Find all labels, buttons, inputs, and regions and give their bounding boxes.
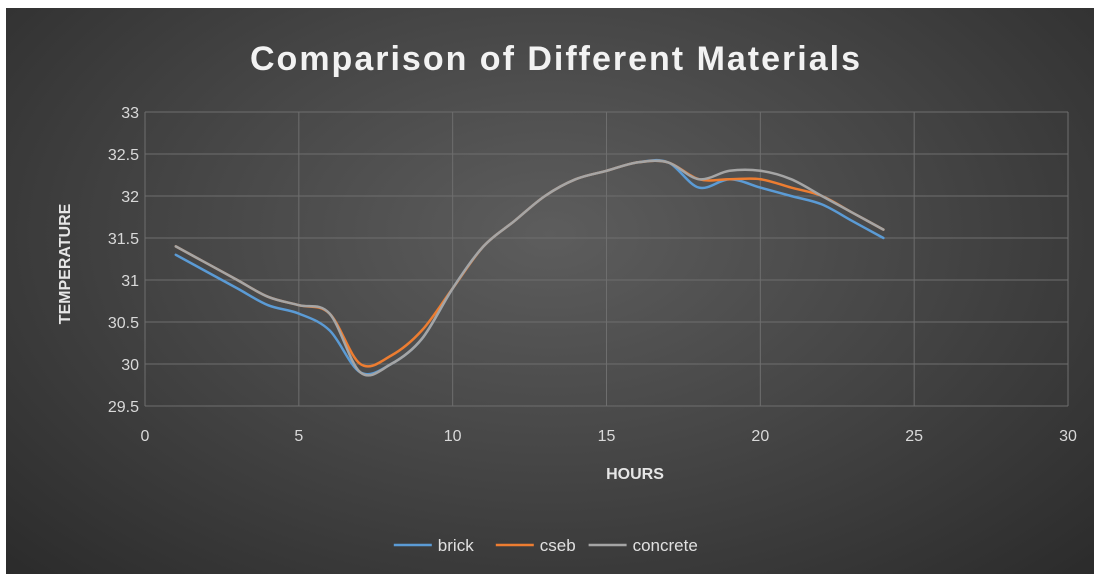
y-tick-label: 30: [121, 357, 139, 374]
chart-title: Comparison of Different Materials: [250, 40, 862, 78]
x-tick-label: 5: [294, 428, 303, 445]
y-axis-title: TEMPERATURE: [57, 203, 74, 324]
x-tick-label: 10: [444, 428, 462, 445]
y-tick-label: 31.5: [108, 231, 139, 248]
series-line-concrete: [174, 159, 885, 377]
y-tick-label: 32: [121, 189, 139, 206]
y-tick-label: 32.5: [108, 147, 139, 164]
x-tick-label: 30: [1059, 428, 1077, 445]
x-tick-label: 20: [751, 428, 769, 445]
y-tick-label: 29.5: [108, 399, 139, 416]
y-tick-label: 33: [121, 105, 139, 122]
legend-label-cseb: cseb: [540, 536, 576, 555]
y-tick-label: 31: [121, 273, 139, 290]
x-tick-label: 0: [141, 428, 150, 445]
series-lines: [174, 158, 885, 377]
legend-label-concrete: concrete: [633, 536, 698, 555]
x-tick-label: 25: [905, 428, 923, 445]
axes: 29.5 30 30.5 31 31.5 32 32.5 33 0 5 10 15 20 25 30: [108, 105, 1077, 445]
y-tick-label: 30.5: [108, 315, 139, 332]
x-axis-title: HOURS: [606, 466, 664, 483]
legend: brick cseb concrete: [393, 536, 698, 555]
x-tick-label: 15: [598, 428, 616, 445]
legend-label-brick: brick: [438, 536, 474, 555]
series-line-brick: [174, 158, 885, 376]
gridlines: [144, 111, 1069, 407]
line-chart: Comparison of Different Materials 29.5 30…: [57, 40, 1077, 555]
chart-area: Comparison of Different Materials 29.5 30…: [6, 8, 1094, 574]
